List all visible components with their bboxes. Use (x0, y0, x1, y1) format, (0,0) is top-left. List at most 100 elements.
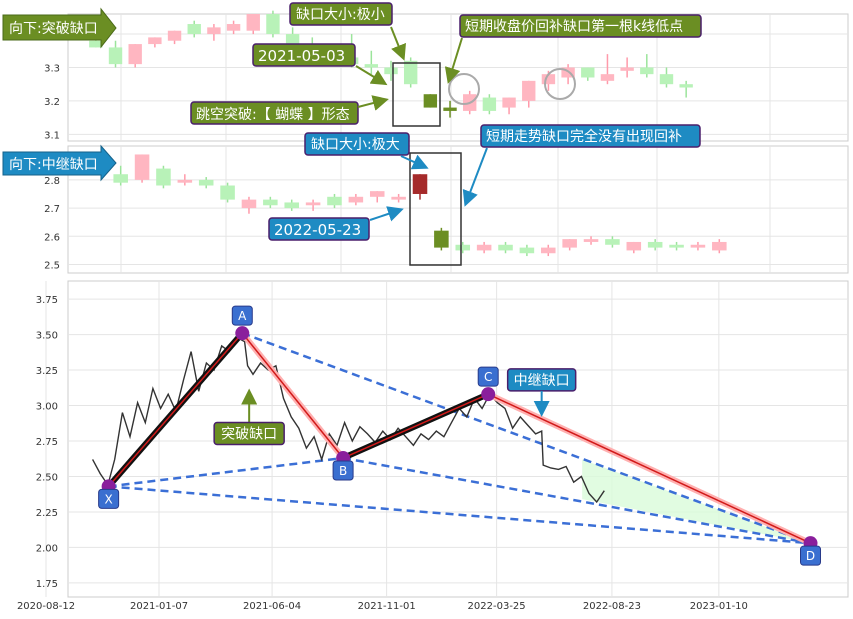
candle (679, 80, 693, 98)
candle (583, 236, 599, 245)
top-tag-text: 向下:突破缺口 (9, 21, 98, 37)
price-line (91, 336, 605, 504)
top-tag-arrow (2, 7, 117, 49)
candle (434, 227, 449, 251)
bottom-panel-y-ticks: 1.75 2.00 2.25 2.50 2.75 3.00 3.25 3.50 3.75 (36, 295, 58, 590)
top-gap-fill-circle-1 (448, 73, 480, 105)
candle (519, 244, 535, 257)
pattern-point-label-bg (231, 305, 253, 326)
bottom-panel-callouts: 突破缺口 中继缺口 (213, 368, 577, 446)
candle (647, 239, 663, 251)
candle (482, 94, 497, 115)
middle-panel-y-ticks: 2.5 2.6 2.7 2.8 (44, 176, 60, 272)
runaway-gap-label: 中继缺口 (514, 373, 570, 389)
middle-panel-frame (67, 145, 849, 274)
x-tick-label: 2021-11-01 (358, 601, 416, 612)
pattern-point-label: C (484, 370, 492, 384)
candle (626, 241, 642, 254)
x-tick-label: 2020-08-12 (17, 601, 75, 612)
y-tick-label: 2.6 (44, 232, 60, 243)
candle (640, 54, 654, 78)
candle (108, 40, 123, 68)
candle (263, 196, 278, 209)
pattern-point (235, 326, 250, 341)
y-tick-label: 3.50 (36, 331, 58, 342)
pattern-leg-inner (108, 332, 243, 487)
candle (148, 37, 162, 48)
middle-direction-tag: 向下:中继缺口 (2, 144, 117, 182)
candle (690, 241, 706, 251)
top-date-text: 2021-05-03 (258, 47, 345, 65)
candle (187, 20, 201, 38)
candle (156, 165, 171, 189)
candle (659, 67, 674, 88)
candle (476, 241, 492, 254)
pattern-leg-inner (241, 332, 344, 459)
candle (113, 165, 128, 186)
y-tick-label: 2.50 (36, 472, 58, 483)
candle (712, 239, 727, 254)
candle (220, 182, 235, 203)
bottom-panel-pattern-points: X A B C D (98, 305, 822, 566)
middle-gap-box (409, 152, 462, 266)
top-gap-box (392, 62, 441, 127)
top-panel-y-ticks: 3.13.23.33.4 (44, 30, 60, 141)
bottom-panel-pattern-legs (105, 330, 814, 547)
middle-callout-gap-size: 缺口大小:极大 (304, 132, 429, 170)
top-callout-date: 2021-05-03 (252, 43, 388, 86)
candle (403, 57, 418, 88)
y-tick-label: 2.8 (44, 176, 60, 187)
pattern-leg-inner (487, 393, 811, 544)
top-panel-frame (67, 13, 849, 142)
pattern-dashed-line (342, 456, 811, 545)
pattern-point-label-bg (98, 488, 120, 509)
candle (669, 241, 684, 251)
bottom-panel: 1.75 2.00 2.25 2.50 2.75 3.00 3.25 3.50 3.75 202… (17, 280, 849, 612)
candle (412, 174, 428, 200)
y-tick-label: 2.7 (44, 204, 60, 215)
y-tick-label: 3.1 (44, 130, 60, 141)
pattern-point (481, 387, 496, 402)
pattern-leg-inner (342, 393, 489, 459)
middle-callout-date: 2022-05-23 (268, 206, 404, 241)
middle-panel: 2.52.62.72.8 向下:中继缺口 缺口大小:极大 2022-05-23 … (2, 124, 849, 274)
candle (348, 193, 364, 206)
candle (423, 94, 438, 108)
pattern-dashed-line (108, 485, 811, 545)
pattern-point-label-bg (332, 460, 354, 481)
middle-tag-text: 向下:中继缺口 (9, 157, 98, 173)
x-tick-label: 2023-01-10 (690, 601, 748, 612)
pattern-point-label: D (806, 549, 815, 563)
candle (177, 174, 193, 186)
candle (581, 67, 595, 81)
breakaway-gap-label: 突破缺口 (221, 426, 277, 442)
candle (455, 241, 471, 254)
candle (605, 236, 620, 248)
y-tick-label: 2.00 (36, 543, 58, 554)
pattern-point-label: B (339, 464, 347, 478)
x-tick-label: 2022-03-25 (468, 601, 526, 612)
bottom-panel-grid (45, 281, 848, 597)
top-gap-fill-circle-2 (544, 68, 576, 100)
pattern-point-label-bg (477, 366, 499, 387)
y-tick-label: 3.3 (44, 63, 60, 74)
candle (284, 199, 299, 211)
candle (226, 20, 241, 35)
top-callout-note: 短期收盘价回补缺口第一根k线低点 (444, 14, 702, 84)
top-gap-size-text: 缺口大小:极小 (296, 7, 385, 23)
candle (502, 97, 516, 115)
y-tick-label: 2.75 (36, 437, 58, 448)
candle (207, 24, 221, 41)
middle-callout-note: 短期走势缺口完全没有出现回补 (462, 124, 701, 207)
y-tick-label: 1.75 (36, 579, 58, 590)
candle (522, 80, 536, 108)
pattern-point-label-bg (800, 545, 822, 566)
candle (498, 241, 513, 254)
candle (384, 60, 398, 81)
bottom-panel-x-ticks: 2020-08-12 2021-01-07 2021-06-04 2021-11-01… (17, 601, 748, 612)
candle (391, 193, 406, 203)
y-tick-label: 2.5 (44, 261, 60, 272)
y-tick-label: 3.00 (36, 402, 58, 413)
x-tick-label: 2022-08-23 (583, 601, 641, 612)
